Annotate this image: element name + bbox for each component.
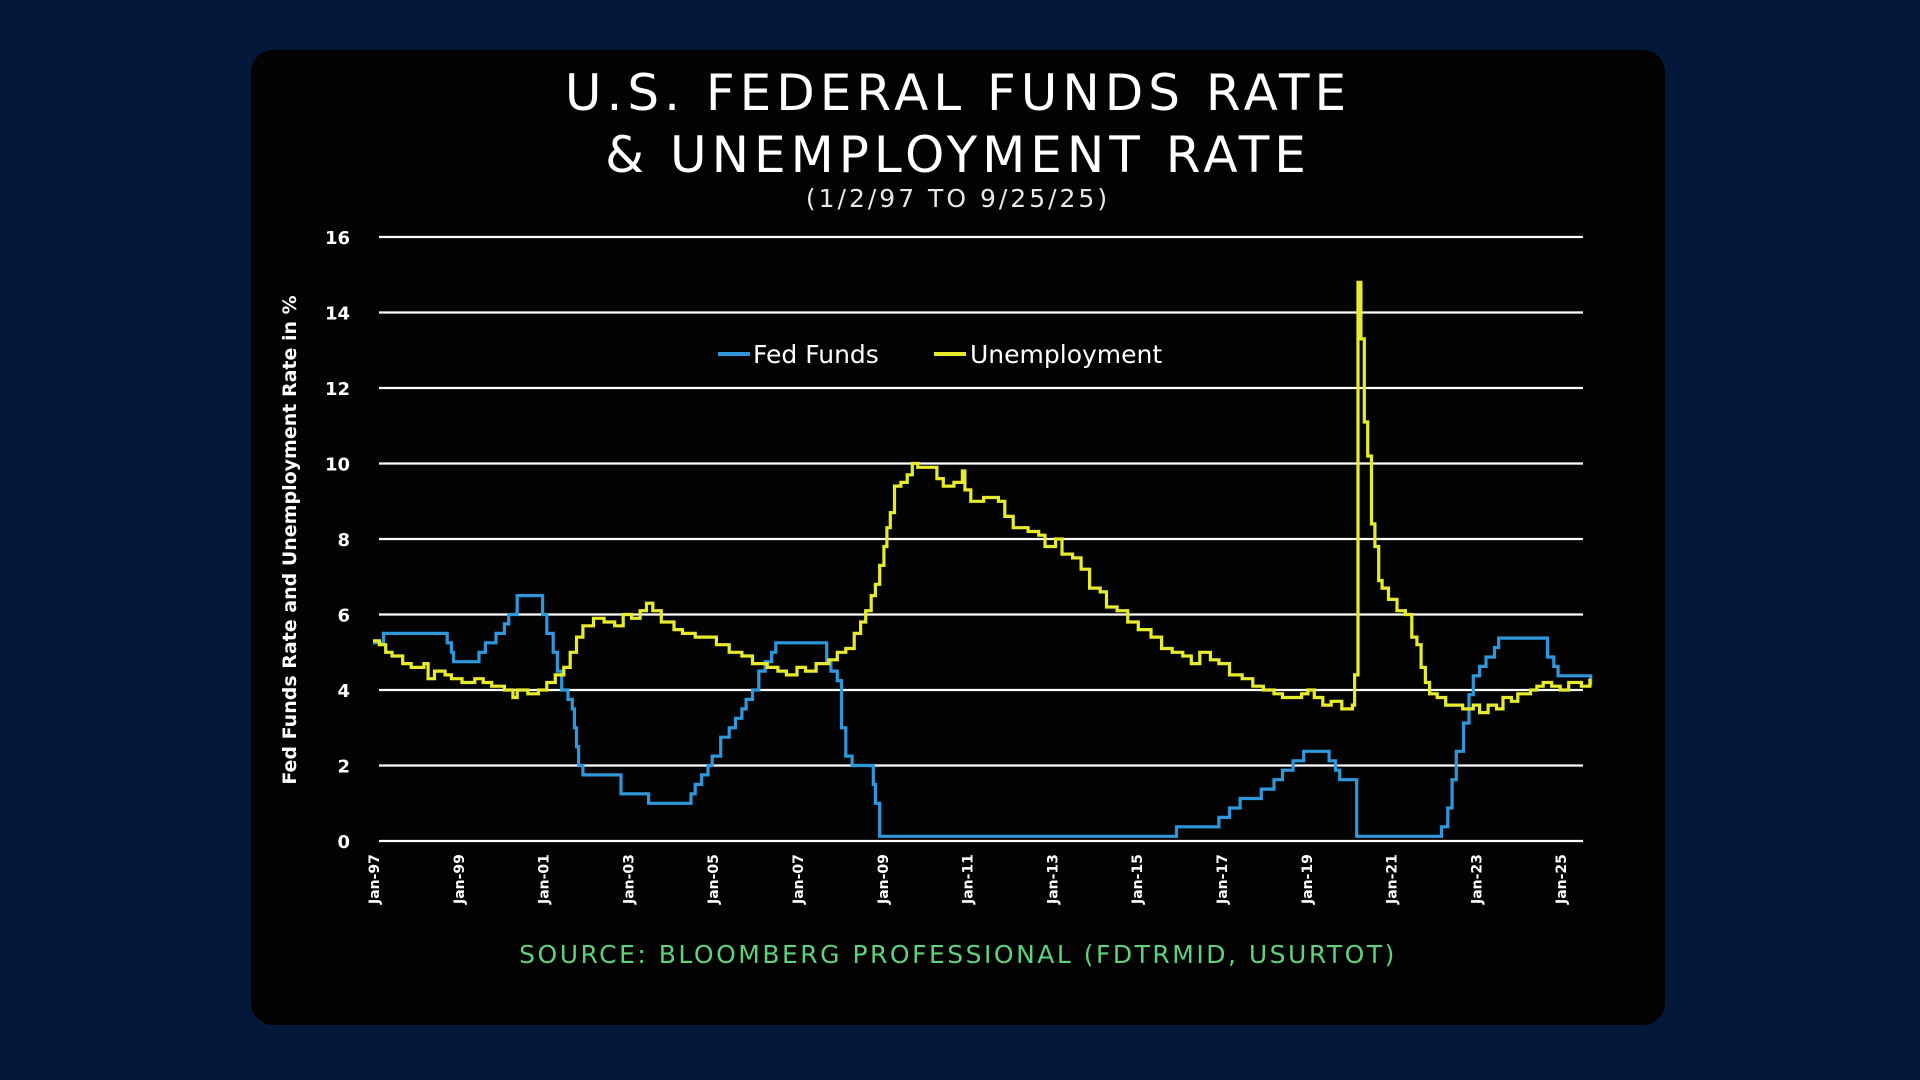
x-tick-label: Jan-07 xyxy=(791,854,807,905)
x-tick-label: Jan-19 xyxy=(1300,854,1316,905)
series-line-fed-funds xyxy=(373,594,1593,838)
x-tick-label: Jan-15 xyxy=(1130,854,1146,905)
title-line-2: & UNEMPLOYMENT RATE xyxy=(605,126,1311,184)
source-note: SOURCE: BLOOMBERG PROFESSIONAL (FDTRMID,… xyxy=(519,940,1397,969)
legend-label-unemployment: Unemployment xyxy=(970,340,1162,369)
y-tick-label: 12 xyxy=(325,379,350,400)
y-tick-label: 2 xyxy=(337,757,350,778)
legend: Fed Funds Unemployment xyxy=(718,340,1162,369)
series-layer xyxy=(373,280,1593,838)
y-tick-label: 4 xyxy=(337,681,350,702)
x-tick-label: Jan-01 xyxy=(537,854,553,905)
x-tick-label: Jan-21 xyxy=(1385,854,1401,905)
x-tick-label: Jan-13 xyxy=(1045,854,1061,905)
series-line-unemployment xyxy=(373,280,1592,715)
y-tick-label: 8 xyxy=(337,530,350,551)
x-tick-label: Jan-25 xyxy=(1554,854,1570,905)
y-tick-label: 14 xyxy=(325,304,350,325)
x-tick-label: Jan-09 xyxy=(876,854,892,905)
y-axis-label: Fed Funds Rate and Unemployment Rate in … xyxy=(279,295,301,784)
x-tick-label: Jan-05 xyxy=(706,854,722,905)
x-tick-label: Jan-11 xyxy=(961,854,977,905)
x-tick-label: Jan-17 xyxy=(1215,854,1231,905)
title-line-1: U.S. FEDERAL FUNDS RATE xyxy=(564,64,1352,122)
chart-title: U.S. FEDERAL FUNDS RATE & UNEMPLOYMENT R… xyxy=(251,62,1665,186)
y-tick-label: 6 xyxy=(337,606,350,627)
grid xyxy=(379,235,1583,843)
chart-subtitle: (1/2/97 TO 9/25/25) xyxy=(805,184,1111,213)
y-tick-label: 0 xyxy=(337,832,350,853)
x-tick-label: Jan-97 xyxy=(367,854,383,905)
y-axis-ticks: 0 2 4 6 8 10 12 14 16 xyxy=(325,228,350,853)
x-tick-label: Jan-99 xyxy=(452,854,468,905)
y-tick-label: 16 xyxy=(325,228,350,249)
x-tick-label: Jan-03 xyxy=(621,854,637,905)
y-tick-label: 10 xyxy=(325,455,350,476)
x-axis-ticks: Jan-97 Jan-99 Jan-01 Jan-03 Jan-05 Jan-07 Jan-… xyxy=(367,854,1570,905)
legend-label-fed-funds: Fed Funds xyxy=(753,340,879,369)
chart-card xyxy=(251,50,1665,1025)
x-tick-label: Jan-23 xyxy=(1469,854,1485,905)
